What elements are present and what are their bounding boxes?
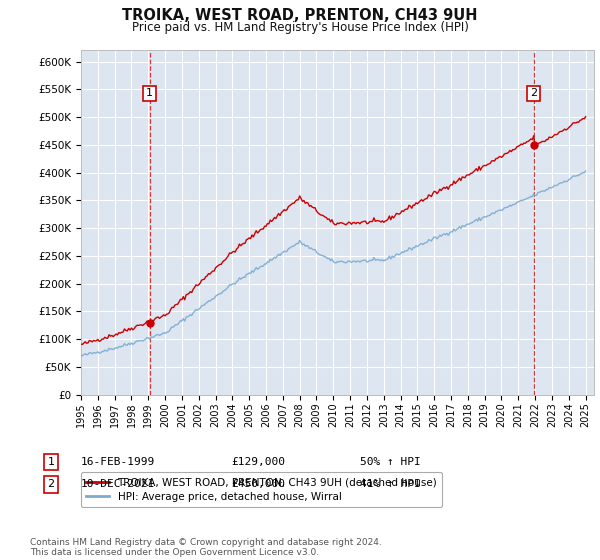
- Text: 50% ↑ HPI: 50% ↑ HPI: [360, 457, 421, 467]
- Text: 1: 1: [47, 457, 55, 467]
- Text: Price paid vs. HM Land Registry's House Price Index (HPI): Price paid vs. HM Land Registry's House …: [131, 21, 469, 34]
- Text: 2: 2: [47, 479, 55, 489]
- Legend: TROIKA, WEST ROAD, PRENTON, CH43 9UH (detached house), HPI: Average price, detac: TROIKA, WEST ROAD, PRENTON, CH43 9UH (de…: [81, 472, 442, 507]
- Text: £450,000: £450,000: [231, 479, 285, 489]
- Text: 2: 2: [530, 88, 537, 99]
- Text: 16-FEB-1999: 16-FEB-1999: [81, 457, 155, 467]
- Text: 41% ↑ HPI: 41% ↑ HPI: [360, 479, 421, 489]
- Text: Contains HM Land Registry data © Crown copyright and database right 2024.
This d: Contains HM Land Registry data © Crown c…: [30, 538, 382, 557]
- Text: TROIKA, WEST ROAD, PRENTON, CH43 9UH: TROIKA, WEST ROAD, PRENTON, CH43 9UH: [122, 8, 478, 24]
- Text: 10-DEC-2021: 10-DEC-2021: [81, 479, 155, 489]
- Text: 1: 1: [146, 88, 153, 99]
- Text: £129,000: £129,000: [231, 457, 285, 467]
